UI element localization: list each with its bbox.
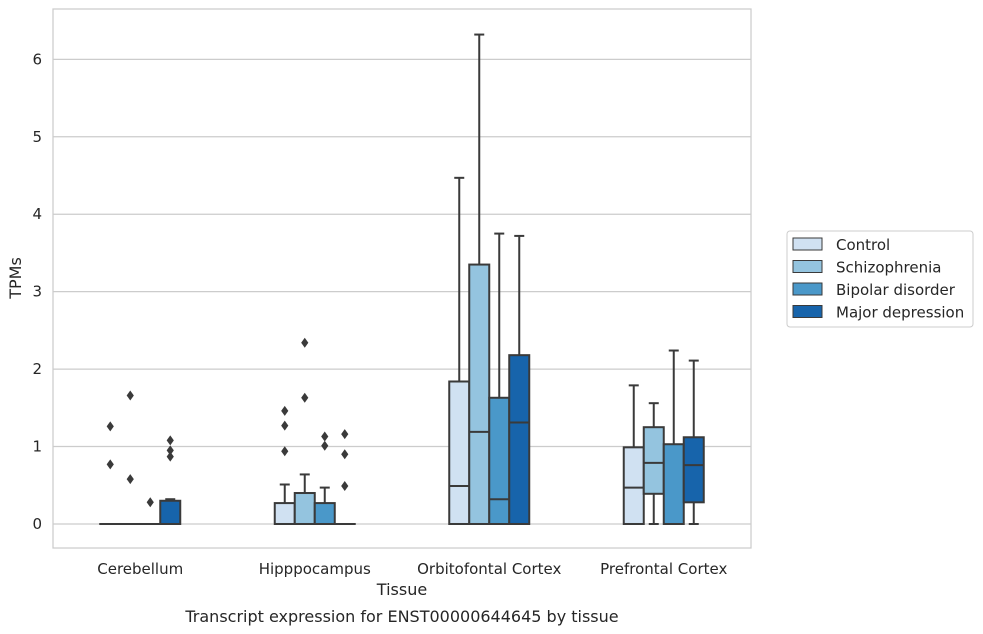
box-body — [159, 499, 182, 525]
legend: Control Schizophrenia Bipolar disorder Majo… — [786, 230, 974, 328]
outlier-point — [281, 446, 289, 457]
box-body — [293, 492, 316, 525]
box-body — [488, 396, 511, 525]
outlier-point — [106, 421, 114, 432]
box-body — [273, 502, 296, 525]
box-plot — [642, 402, 665, 525]
outlier-point — [341, 429, 349, 440]
plot-frame — [52, 8, 752, 549]
chart-caption: Transcript expression for ENST0000064464… — [184, 607, 618, 626]
legend-swatch — [792, 305, 823, 318]
box-plot — [313, 431, 336, 525]
outlier-point — [341, 481, 349, 492]
box-body — [682, 436, 705, 504]
box-body — [508, 354, 531, 525]
series-bipolar-disorder — [139, 232, 685, 526]
x-axis-title: Tissue — [376, 580, 427, 599]
y-tick-label: 3 — [32, 283, 42, 301]
box-body — [468, 263, 491, 525]
box-plots — [99, 33, 705, 526]
y-axis-title: TPMs — [6, 257, 25, 300]
y-tick-label: 5 — [32, 128, 42, 146]
x-tick-label: Cerebellum — [97, 560, 183, 578]
series-control — [99, 176, 645, 526]
box-plot — [468, 33, 491, 525]
box-plot — [119, 390, 142, 526]
box-plot — [488, 232, 511, 525]
y-tick-label: 6 — [32, 50, 42, 68]
legend-swatch — [792, 282, 823, 296]
y-tick-label: 2 — [32, 360, 42, 378]
outlier-point — [321, 440, 329, 451]
outlier-point — [126, 474, 134, 485]
outlier-point — [341, 449, 349, 460]
y-tick-labels: 0 1 2 3 4 5 6 — [32, 50, 42, 533]
box-plot — [662, 349, 685, 525]
outlier-point — [301, 392, 309, 403]
box-plot — [139, 497, 162, 526]
series-schizophrenia — [119, 33, 665, 526]
outlier-point — [166, 445, 174, 456]
legend-label: Bipolar disorder — [836, 281, 956, 299]
series-major-depression — [159, 234, 705, 526]
outlier-point — [146, 497, 154, 508]
y-tick-label: 4 — [32, 205, 42, 223]
x-tick-label: Hipppocampus — [259, 560, 371, 578]
x-tick-label: Orbitofontal Cortex — [417, 560, 561, 578]
outlier-point — [281, 405, 289, 416]
y-tick-label: 1 — [32, 438, 42, 456]
box-body — [313, 502, 336, 525]
outlier-point — [301, 337, 309, 348]
outlier-point — [126, 390, 134, 401]
legend-swatch — [792, 237, 823, 251]
outlier-point — [281, 420, 289, 431]
box-plot — [333, 429, 356, 526]
box-plot — [508, 234, 531, 525]
outlier-point — [166, 435, 174, 446]
y-tick-label: 0 — [32, 515, 42, 533]
x-tick-label: Prefrontal Cortex — [600, 560, 727, 578]
legend-label: Control — [836, 236, 890, 254]
legend-frame — [786, 230, 974, 328]
outlier-point — [321, 431, 329, 442]
legend-label: Schizophrenia — [836, 259, 941, 277]
x-tick-labels: Cerebellum Hipppocampus Orbitofontal Corte… — [97, 560, 727, 578]
outlier-point — [106, 459, 114, 470]
outlier-point — [166, 451, 174, 462]
box-plot — [273, 405, 296, 525]
box-plot — [293, 337, 316, 525]
box-body — [642, 426, 665, 495]
box-plot — [159, 435, 182, 525]
box-plot — [682, 359, 705, 525]
legend-label: Major depression — [836, 304, 964, 322]
box-body — [448, 380, 471, 525]
box-body — [622, 446, 645, 525]
legend-swatch — [792, 260, 823, 273]
box-body — [662, 443, 685, 525]
